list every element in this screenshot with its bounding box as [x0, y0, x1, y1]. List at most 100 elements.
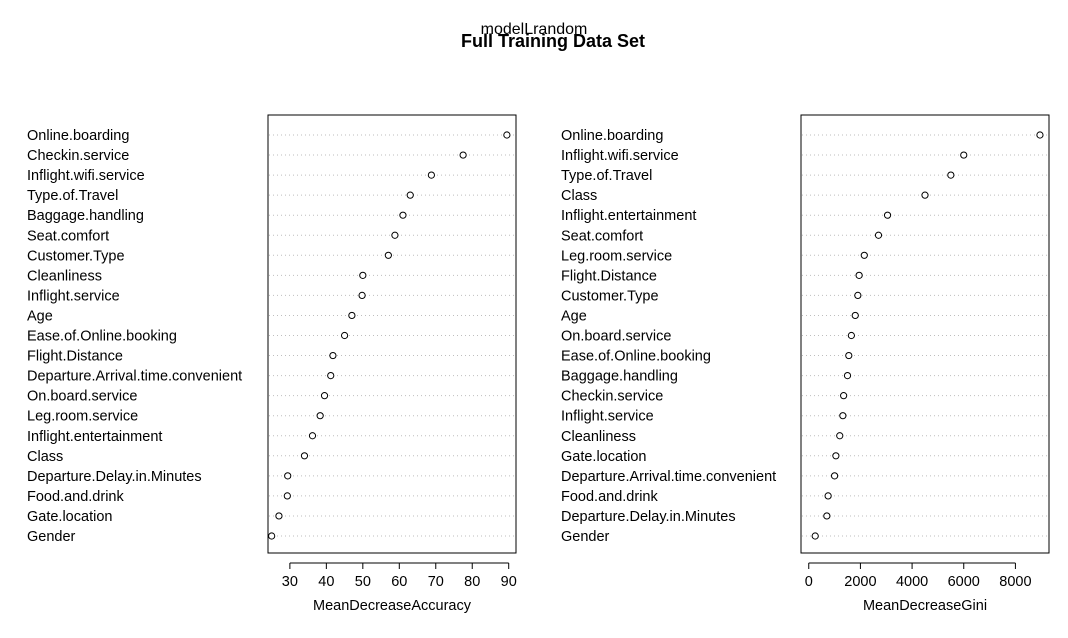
data-point	[391, 231, 399, 239]
data-point	[843, 372, 852, 380]
data-point	[320, 392, 329, 400]
data-point	[268, 532, 276, 540]
category-label: Food.and.drink	[27, 489, 124, 505]
category-label: On.board.service	[27, 389, 137, 405]
category-label: Departure.Delay.in.Minutes	[27, 469, 202, 485]
data-point	[847, 331, 855, 340]
x-tick-label: 0	[805, 574, 813, 590]
category-label: Inflight.entertainment	[27, 429, 162, 445]
data-point	[1036, 131, 1044, 139]
data-point	[348, 311, 356, 320]
figure-title-top: modelLrandom	[481, 21, 588, 38]
data-point	[329, 351, 337, 360]
data-point	[358, 291, 366, 299]
data-point	[399, 211, 407, 219]
x-tick-label: 70	[428, 574, 444, 590]
category-label: Class	[27, 449, 63, 465]
category-label: Departure.Delay.in.Minutes	[561, 509, 736, 525]
data-point	[283, 492, 291, 500]
data-point	[851, 311, 859, 320]
category-label: Ease.of.Online.booking	[561, 349, 711, 365]
category-label: Gate.location	[561, 449, 646, 465]
category-label: Type.of.Travel	[561, 168, 652, 184]
data-point	[883, 211, 892, 219]
category-label: Departure.Arrival.time.convenient	[27, 369, 242, 385]
data-point	[860, 251, 868, 259]
category-label: Flight.Distance	[561, 268, 657, 284]
category-label: Checkin.service	[561, 389, 663, 405]
category-label: Baggage.handling	[561, 369, 678, 385]
category-label: Inflight.service	[27, 288, 120, 304]
panel-gini: Online.boarding Inflight.wifi.service Type…	[561, 114, 1050, 614]
data-point	[384, 251, 392, 259]
category-label: Ease.of.Online.booking	[27, 329, 177, 345]
category-label: Seat.comfort	[27, 228, 109, 244]
data-point	[830, 472, 839, 480]
category-label: Inflight.service	[561, 409, 654, 425]
x-tick-label: 6000	[948, 574, 980, 590]
x-tick-label: 90	[501, 574, 517, 590]
category-label: Inflight.wifi.service	[27, 168, 145, 184]
data-point	[947, 171, 955, 179]
category-label: Age	[561, 308, 587, 324]
x-tick-label: 50	[355, 574, 371, 590]
x-tick-label: 8000	[999, 574, 1031, 590]
data-point	[284, 472, 292, 480]
category-label: Gate.location	[27, 509, 112, 525]
category-label: Gender	[561, 529, 610, 545]
data-point	[845, 351, 853, 360]
plot-frame	[800, 114, 1050, 554]
data-point	[459, 151, 467, 159]
data-point	[406, 191, 414, 199]
data-point	[854, 291, 862, 299]
data-point	[832, 452, 840, 460]
category-label: Inflight.wifi.service	[561, 148, 679, 164]
category-label: Customer.Type	[27, 248, 125, 264]
data-point	[874, 231, 883, 239]
category-label: Leg.room.service	[561, 248, 672, 264]
data-point	[340, 331, 349, 340]
data-point	[824, 492, 832, 500]
category-label: Inflight.entertainment	[561, 208, 696, 224]
data-point	[921, 191, 929, 199]
data-point	[960, 151, 968, 159]
x-axis-title: MeanDecreaseGini	[863, 598, 987, 614]
category-label: Seat.comfort	[561, 228, 643, 244]
plot-frame	[267, 114, 517, 554]
data-point	[823, 512, 831, 520]
data-point	[359, 271, 367, 279]
category-label: Departure.Arrival.time.convenient	[561, 469, 776, 485]
category-label: Leg.room.service	[27, 409, 138, 425]
category-label: Flight.Distance	[27, 349, 123, 365]
data-point	[836, 432, 844, 440]
figure-title: Full Training Data Set	[461, 31, 645, 51]
category-label: Food.and.drink	[561, 489, 658, 505]
panel-accuracy: Online.boarding Checkin.service Inflight.w…	[27, 114, 517, 614]
x-tick-label: 80	[464, 574, 480, 590]
category-label: Customer.Type	[561, 288, 659, 304]
data-point	[327, 372, 335, 380]
data-point	[427, 171, 435, 179]
category-label: Type.of.Travel	[27, 188, 118, 204]
data-point	[811, 532, 819, 540]
data-point	[300, 452, 309, 460]
data-point	[839, 412, 847, 420]
category-label: Online.boarding	[27, 128, 129, 144]
data-point	[840, 392, 848, 400]
panels: Online.boarding Checkin.service Inflight.w…	[27, 114, 1050, 614]
x-axis-title: MeanDecreaseAccuracy	[313, 598, 472, 614]
category-label: Gender	[27, 529, 76, 545]
x-tick-label: 4000	[896, 574, 928, 590]
x-tick-label: 30	[282, 574, 298, 590]
data-point	[503, 131, 511, 139]
data-point	[275, 512, 283, 520]
x-tick-label: 60	[391, 574, 407, 590]
x-tick-label: 2000	[844, 574, 876, 590]
category-label: Age	[27, 308, 53, 324]
category-label: Online.boarding	[561, 128, 663, 144]
category-label: Checkin.service	[27, 148, 129, 164]
category-label: Cleanliness	[561, 429, 636, 445]
x-tick-label: 40	[318, 574, 334, 590]
